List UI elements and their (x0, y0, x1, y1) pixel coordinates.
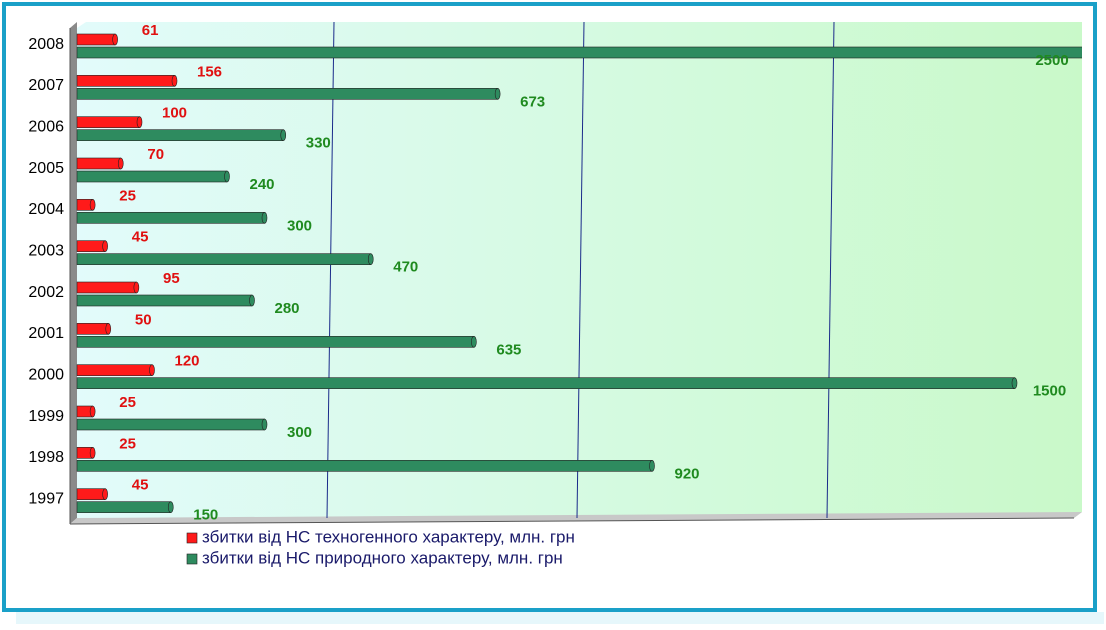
grid-line (826, 21, 835, 519)
bar-end (1011, 377, 1018, 389)
bar-end (224, 170, 230, 183)
data-label: 920 (674, 465, 699, 482)
legend-swatch (186, 553, 198, 565)
bar-end (149, 364, 155, 376)
bar-end (649, 460, 655, 472)
data-label: 330 (306, 135, 331, 152)
y-tick-label: 2006 (28, 119, 64, 136)
bar (76, 212, 265, 224)
grid-line (326, 21, 335, 519)
bar (76, 170, 228, 183)
bar-end (89, 447, 96, 459)
bar (76, 157, 122, 170)
bars (76, 33, 1082, 513)
bar-end (105, 323, 112, 335)
data-label: 100 (162, 105, 187, 122)
legend-label: збитки від НС природного характеру, млн.… (202, 548, 563, 567)
y-tick-label: 2000 (28, 367, 64, 384)
bar (76, 460, 653, 472)
bar (76, 364, 153, 376)
bar (76, 377, 1015, 389)
bar (76, 488, 106, 500)
bar (76, 33, 116, 46)
bar-end (89, 405, 96, 418)
data-label: 45 (132, 229, 149, 246)
y-tick-label: 2003 (28, 243, 64, 260)
plot-floor (70, 512, 1082, 524)
bar (76, 281, 137, 294)
bar-end (280, 129, 287, 141)
frame-shadow (16, 612, 1104, 624)
data-label: 120 (174, 353, 199, 370)
data-label: 1500 (1033, 383, 1066, 400)
data-label: 25 (119, 187, 136, 204)
bar-end (133, 281, 140, 294)
bar (76, 75, 175, 87)
data-label: 470 (393, 259, 418, 276)
bar (76, 323, 109, 335)
grid-line (576, 21, 585, 519)
bar-end (112, 33, 118, 46)
bar (76, 116, 140, 128)
data-label: 70 (147, 146, 164, 163)
bar (76, 46, 1082, 59)
y-tick-label: 2002 (28, 284, 64, 301)
bar (76, 336, 475, 348)
data-label: 673 (520, 93, 545, 110)
data-label: 240 (249, 176, 274, 193)
data-label: 61 (142, 22, 159, 39)
y-tick-label: 2008 (28, 36, 64, 53)
x-axis (69, 517, 1075, 525)
data-label: 25 (119, 435, 136, 452)
data-label: 45 (132, 477, 149, 494)
data-label: 50 (135, 311, 152, 328)
legend-swatch (186, 532, 198, 544)
bar-end (102, 488, 108, 500)
bar-end (367, 253, 374, 265)
data-label: 280 (274, 300, 299, 317)
data-label: 150 (193, 507, 218, 524)
data-label: 25 (119, 394, 136, 411)
y-tick-label: 2007 (28, 77, 64, 94)
y-tick-label: 2004 (28, 201, 64, 218)
bar (76, 418, 265, 431)
data-label: 2500 (1035, 52, 1068, 69)
bar (76, 294, 253, 307)
plot-wall (70, 22, 77, 524)
y-tick-label: 1997 (28, 491, 64, 508)
bar-end (261, 418, 268, 431)
bar (76, 129, 284, 141)
bar-end (494, 88, 501, 100)
data-label: 635 (496, 341, 521, 358)
bar-end (171, 75, 178, 87)
data-label: 156 (197, 63, 222, 80)
bar-end (261, 212, 268, 224)
bar-end (89, 199, 96, 211)
y-tick-label: 1998 (28, 449, 64, 466)
y-tick-label: 2005 (28, 160, 64, 177)
bar-end (136, 116, 143, 128)
bar-end (102, 240, 108, 252)
data-label: 95 (163, 270, 180, 287)
bar (76, 88, 498, 100)
bar (76, 240, 106, 252)
bar-end (249, 294, 255, 307)
bar-end (117, 157, 124, 170)
bar (76, 501, 172, 513)
y-tick-label: 2001 (28, 325, 64, 342)
bar-end (167, 501, 174, 513)
y-tick-label: 1999 (28, 408, 64, 425)
data-label: 300 (287, 217, 312, 234)
data-label: 300 (287, 424, 312, 441)
legend-label: збитки від НС техногенного характеру, мл… (202, 527, 575, 546)
bar (76, 253, 372, 265)
bar-end (471, 336, 477, 348)
